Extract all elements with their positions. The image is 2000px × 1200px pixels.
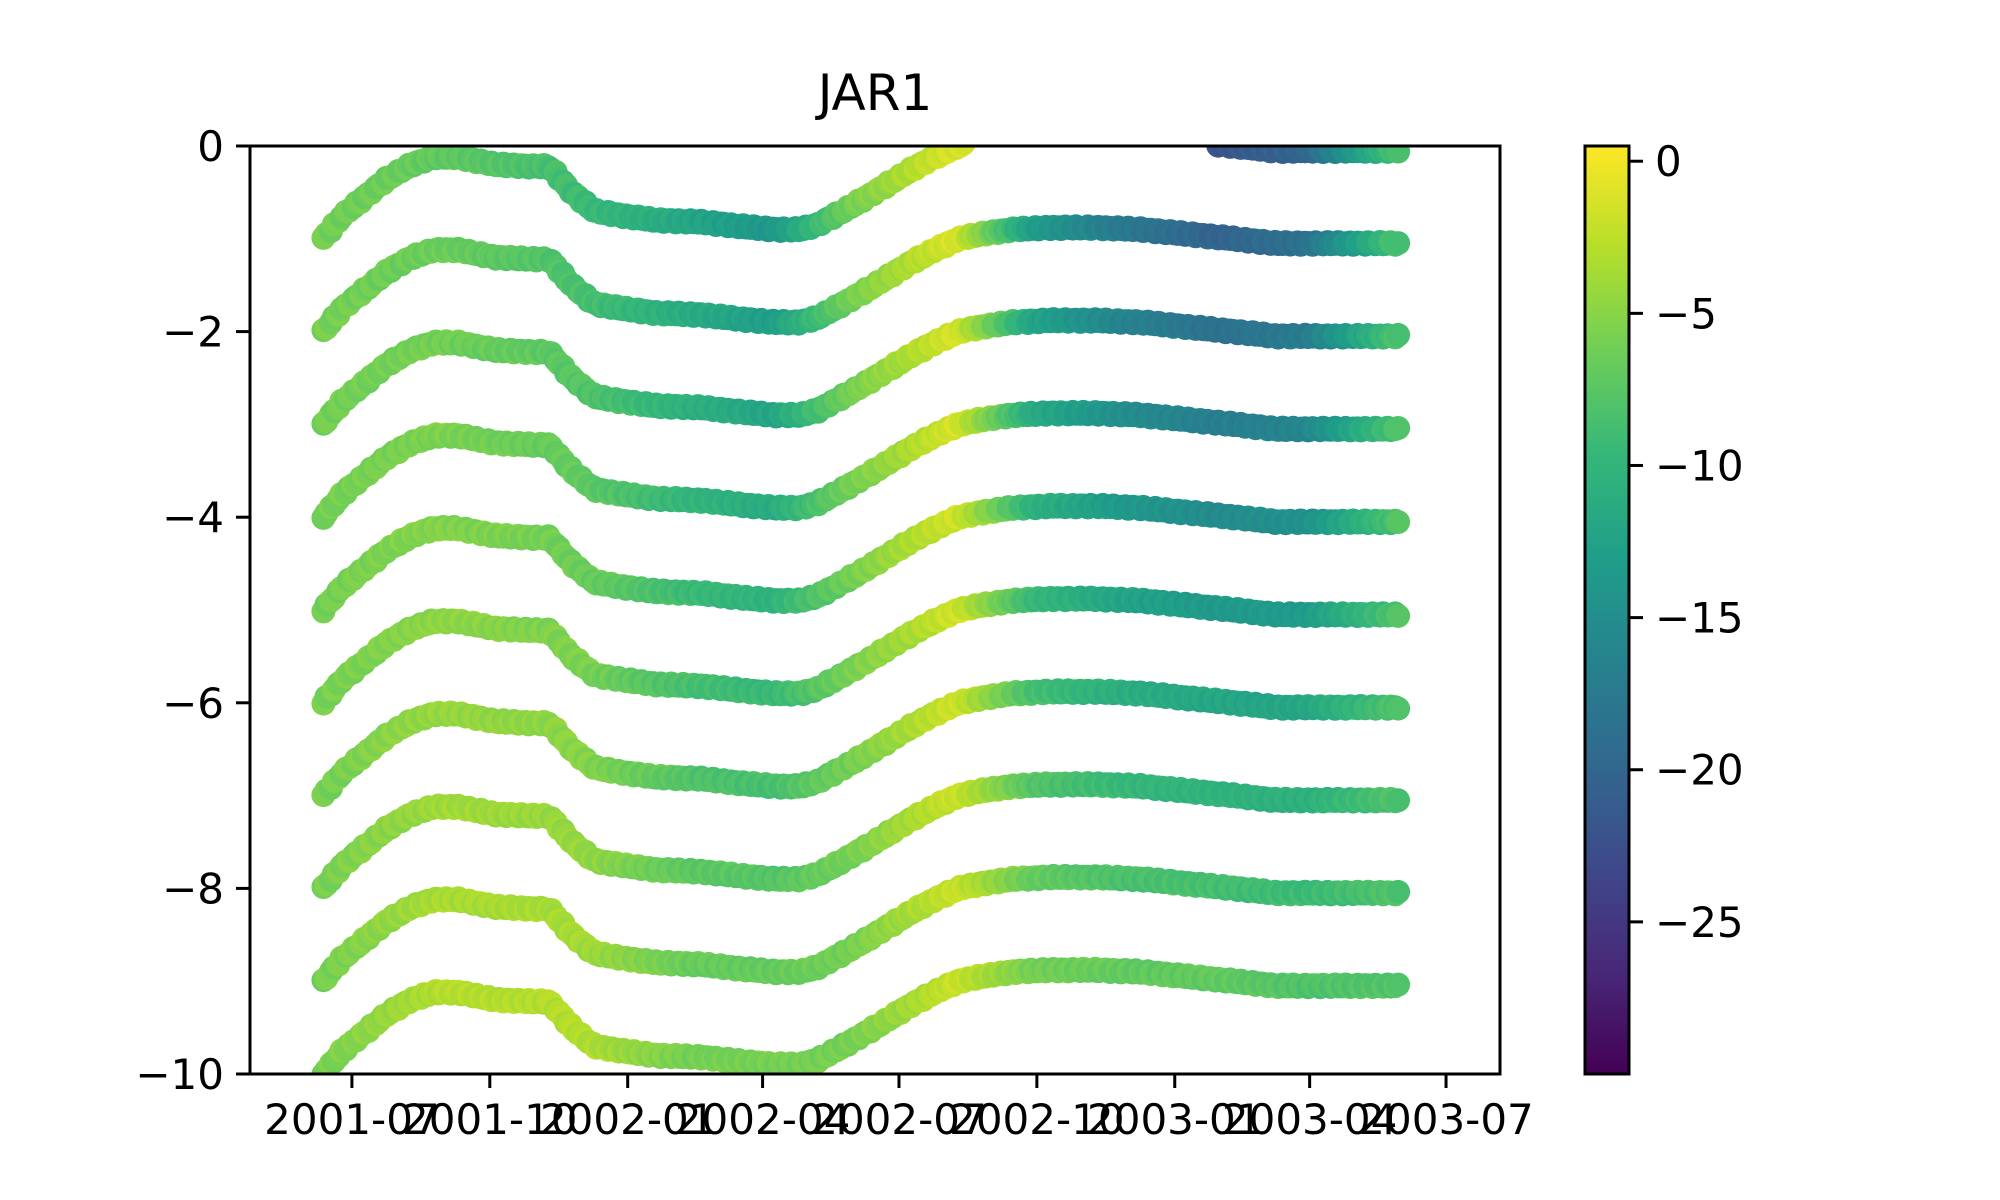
colorbar-tick-0: 0 [1629,137,1682,186]
data-point [1386,788,1411,813]
depth-series-2 [311,307,1411,436]
y-tick-1: −2 [162,308,250,357]
depth-series-1 [311,214,1411,343]
y-tick-label: −2 [162,308,224,357]
data-point [1386,146,1411,164]
data-point [1386,879,1411,904]
scatter-points [311,146,1411,1074]
x-tick-4: 2002-07 [811,1074,987,1144]
x-tick-2: 2002-01 [540,1074,716,1144]
data-point [1386,603,1411,628]
x-tick-8: 2003-07 [1358,1074,1534,1144]
colorbar-tick-label: −5 [1655,289,1717,338]
x-tick-label: 2002-10 [949,1095,1125,1144]
data-point [1386,231,1411,256]
depth-series-5 [311,585,1411,716]
colorbar-tick-label: 0 [1655,137,1682,186]
x-tick-label: 2002-01 [540,1095,716,1144]
x-axis: 2001-072001-102002-012002-042002-072002-… [264,1074,1534,1144]
colorbar-tick-label: −25 [1655,898,1744,947]
x-tick-label: 2001-10 [402,1095,578,1144]
y-tick-label: −10 [135,1050,224,1099]
y-tick-3: −6 [162,679,250,728]
y-tick-5: −10 [135,1050,250,1099]
colorbar-tick-2: −10 [1629,441,1744,490]
data-point [1386,972,1411,997]
data-point [1386,696,1411,721]
colorbar-gradient [1583,144,1631,1076]
y-tick-0: 0 [197,122,250,171]
data-point [1386,322,1411,347]
colorbar-tick-4: −20 [1629,746,1744,795]
colorbar-tick-5: −25 [1629,898,1744,947]
plot-frame [248,144,1502,1076]
colorbar-tick-3: −15 [1629,594,1744,643]
colorbar-tick-label: −10 [1655,441,1744,490]
x-tick-label: 2002-04 [675,1095,851,1144]
data-point [1386,510,1411,534]
data-point [1386,416,1411,440]
y-tick-4: −8 [162,864,250,913]
colorbar-ticks: 0 −5 −10 −15 −20 −25 [1629,137,1744,947]
colorbar-tick-label: −20 [1655,746,1744,795]
y-tick-2: −4 [162,493,250,542]
depth-series-4 [311,492,1411,624]
x-tick-3: 2002-04 [675,1074,851,1144]
chart-title: JAR1 [815,64,933,122]
x-tick-label: 2003-01 [1087,1095,1263,1144]
x-tick-7: 2003-04 [1222,1074,1398,1144]
y-tick-label: −4 [162,493,224,542]
y-tick-label: −6 [162,679,224,728]
data-point [951,146,976,156]
x-tick-label: 2003-07 [1358,1095,1534,1144]
x-tick-6: 2003-01 [1087,1074,1263,1144]
depth-series-0 [311,146,1411,250]
x-tick-0: 2001-07 [264,1074,440,1144]
x-tick-5: 2002-10 [949,1074,1125,1144]
x-tick-label: 2003-04 [1222,1095,1398,1144]
colorbar: 0 −5 −10 −15 −20 −25 [1583,137,1744,1076]
colorbar-tick-1: −5 [1629,289,1717,338]
depth-series-7 [311,771,1411,899]
depth-series-6 [311,678,1411,808]
x-tick-label: 2002-07 [811,1095,987,1144]
y-tick-label: 0 [197,122,224,171]
depth-series-9 [311,956,1411,1074]
y-tick-label: −8 [162,864,224,913]
depth-series-8 [311,863,1411,993]
x-tick-1: 2001-10 [402,1074,578,1144]
x-tick-label: 2001-07 [264,1095,440,1144]
colorbar-tick-label: −15 [1655,594,1744,643]
depth-series-3 [311,399,1411,530]
y-axis: 0 −2 −4 −6 −8 −10 [135,122,250,1099]
